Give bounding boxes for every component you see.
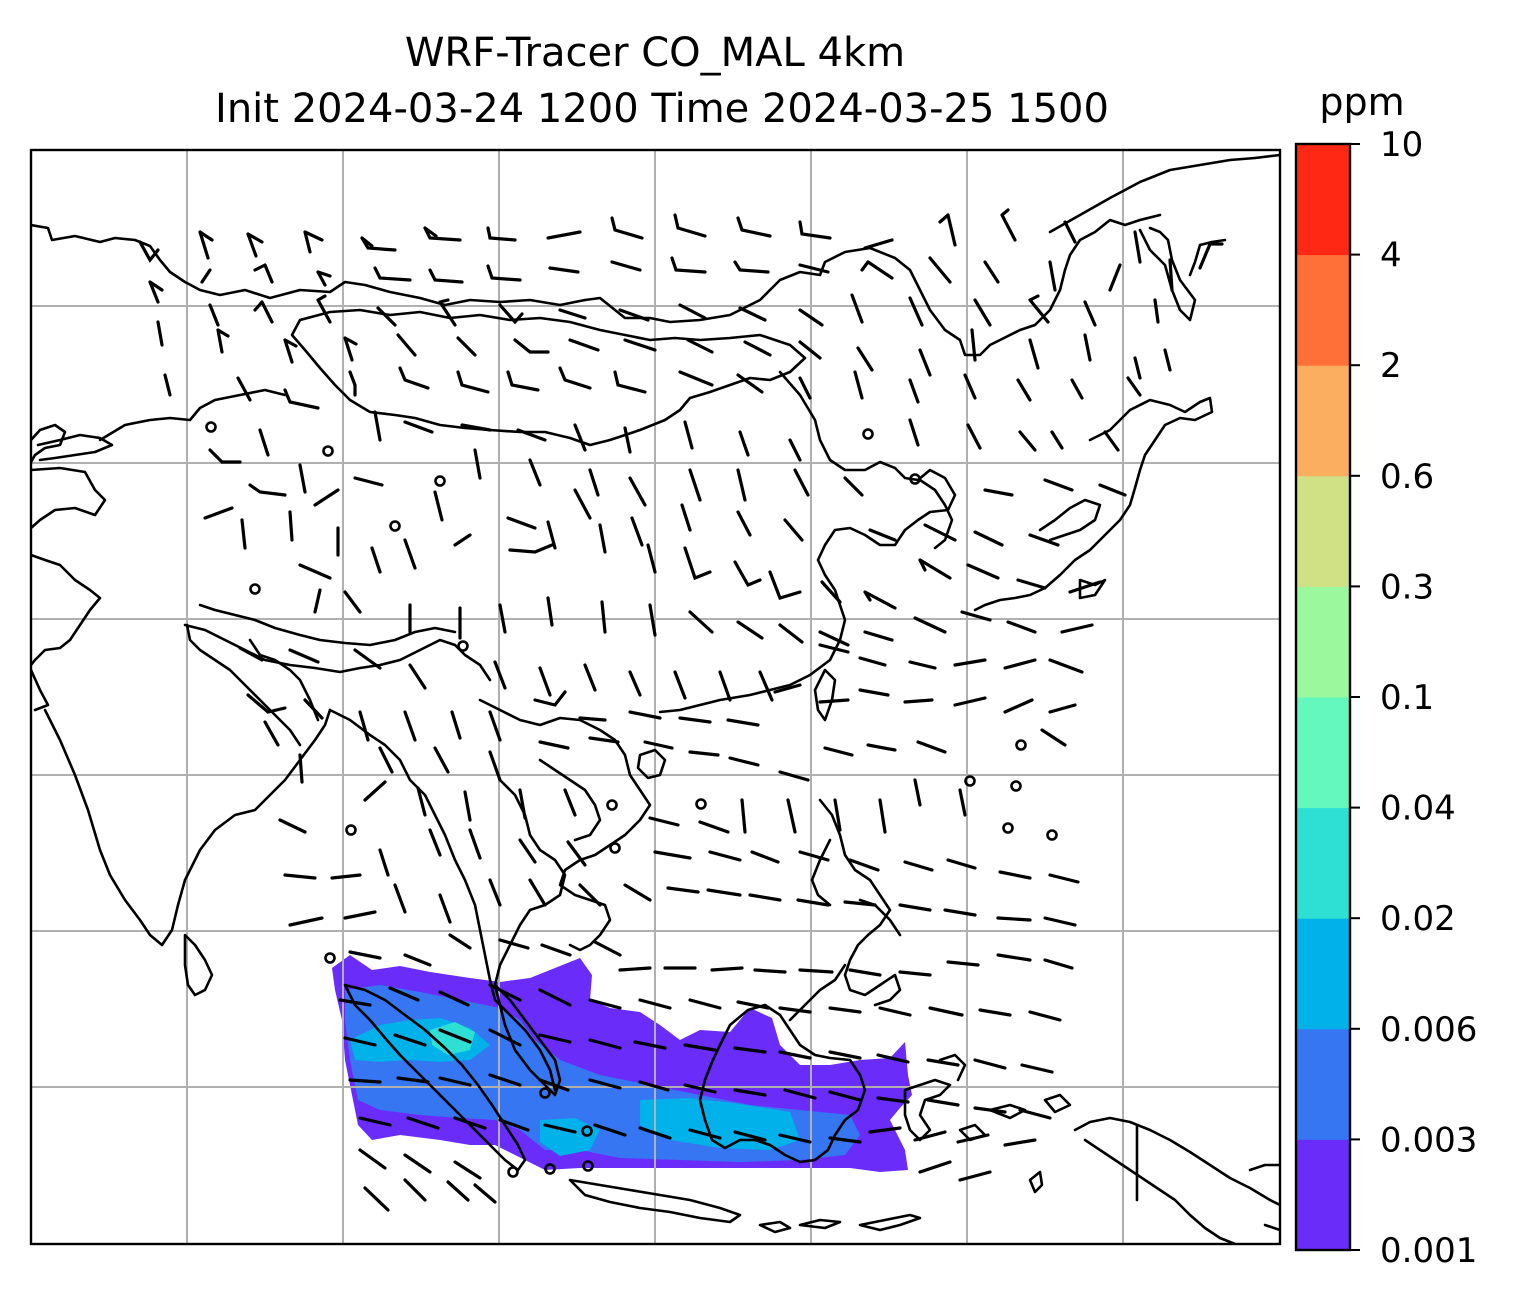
map-panel bbox=[31, 150, 1280, 1244]
colorbar-tick-label: 0.003 bbox=[1380, 1120, 1477, 1160]
colorbar-segment bbox=[1296, 1139, 1350, 1251]
colorbar-segment bbox=[1296, 144, 1350, 256]
colorbar-segment bbox=[1296, 586, 1350, 698]
colorbar-ticks: 0.001 0.003 0.006 0.02 0.04 0.1 0.3 0.6 2 4 10 bbox=[1350, 125, 1477, 1271]
colorbar-segment bbox=[1296, 918, 1350, 1030]
colorbar-segment bbox=[1296, 365, 1350, 477]
colorbar-unit: ppm bbox=[1319, 80, 1404, 124]
colorbar: ppm 0.001 0.003 0.006 0.02 0.04 0.1 0.3 0.6 2 4 10 bbox=[1294, 80, 1477, 1271]
chart-title-line1: WRF-Tracer CO_MAL 4km bbox=[405, 30, 905, 76]
colorbar-frame bbox=[1294, 142, 1352, 1252]
colorbar-tick-label: 10 bbox=[1380, 125, 1423, 165]
chart-title-line2: Init 2024-03-24 1200 Time 2024-03-25 150… bbox=[215, 86, 1109, 132]
colorbar-tick-label: 0.04 bbox=[1380, 789, 1456, 829]
colorbar-tick-label: 0.6 bbox=[1380, 457, 1434, 497]
colorbar-segment bbox=[1296, 254, 1350, 366]
colorbar-segment bbox=[1296, 475, 1350, 587]
colorbar-tick-label: 2 bbox=[1380, 346, 1402, 386]
wind-barbs bbox=[138, 208, 1224, 1212]
plume-core-2 bbox=[640, 1098, 800, 1150]
calm-markers bbox=[205, 421, 1058, 1178]
colorbar-tick-label: 0.3 bbox=[1380, 567, 1434, 607]
colorbar-segment bbox=[1296, 1028, 1350, 1140]
colorbar-segment bbox=[1296, 807, 1350, 919]
colorbar-segment bbox=[1296, 697, 1350, 809]
colorbar-tick-label: 0.006 bbox=[1380, 1010, 1477, 1050]
colorbar-tick-label: 0.02 bbox=[1380, 899, 1456, 939]
map-frame bbox=[29, 148, 1282, 1246]
colorbar-segments bbox=[1296, 144, 1350, 1251]
colorbar-tick-label: 0.001 bbox=[1380, 1231, 1477, 1271]
colorbar-tick-label: 4 bbox=[1380, 236, 1402, 276]
colorbar-tick-label: 0.1 bbox=[1380, 678, 1434, 718]
